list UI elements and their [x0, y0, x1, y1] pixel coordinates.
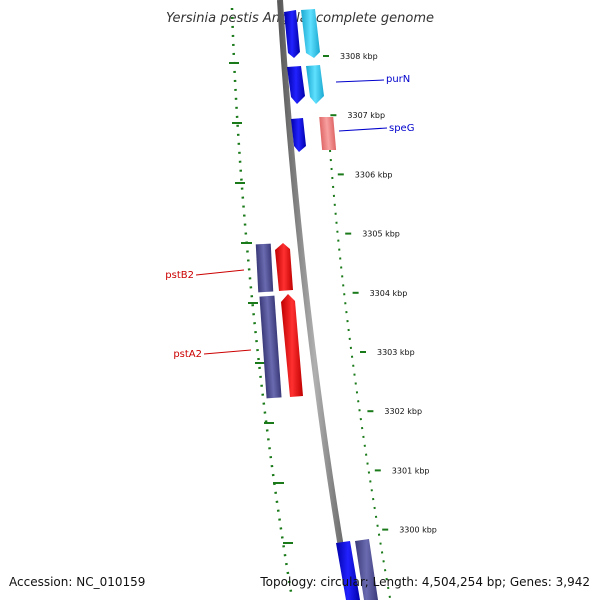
- cds-forward-arrow: [284, 10, 300, 58]
- cds-purN: [306, 65, 324, 104]
- gc-skew-right: [329, 149, 391, 599]
- leader-pstB2: [195, 269, 245, 276]
- map-title: Yersinia pestis Angola, complete genome: [166, 11, 434, 26]
- gene-label-pstB2: pstB2: [165, 270, 194, 281]
- scale-tick-label: 3302 kbp: [384, 407, 422, 416]
- cds-forward-arrow: [301, 9, 320, 58]
- scale-tick-label: 3306 kbp: [355, 170, 393, 179]
- cds-pstB2: [275, 243, 293, 291]
- leader-purN: [335, 79, 385, 83]
- gc-skew-left: [230, 7, 294, 599]
- gc-skew-marks: [229, 62, 293, 544]
- scale-tick-label: 3308 kbp: [340, 52, 378, 61]
- scale-tick-label: 3305 kbp: [362, 230, 400, 239]
- genome-backbone: [277, 0, 353, 600]
- gene-label-speG: speG: [389, 123, 414, 134]
- scale-tick-label: 3307 kbp: [347, 111, 385, 120]
- cds-forward-arrow: [336, 541, 360, 600]
- cds-forward-arrow: [291, 118, 306, 152]
- leader-pstA2: [203, 349, 252, 355]
- gene-label-lines: [195, 79, 388, 355]
- scale-ticks: 3308 kbp 3307 kbp 3306 kbp 3305 kbp 3304 kbp…: [323, 52, 437, 535]
- cds-forward-arrow: [355, 539, 378, 600]
- cds-pstA2-partner: [259, 295, 282, 399]
- gc-skew-track: [229, 7, 391, 599]
- cds-pstA2: [281, 294, 303, 397]
- gene-label-pstA2: pstA2: [173, 349, 202, 360]
- scale-tick-label: 3303 kbp: [377, 348, 415, 357]
- genome-summary-text: Topology: circular; Length: 4,504,254 bp…: [259, 575, 590, 589]
- leader-speG: [338, 127, 388, 132]
- accession-text: Accession: NC_010159: [9, 575, 145, 589]
- cds-features: [255, 9, 378, 600]
- scale-tick-label: 3304 kbp: [370, 289, 408, 298]
- cds-speG: [319, 117, 337, 150]
- cds-forward-arrow: [287, 66, 305, 104]
- scale-tick-label: 3301 kbp: [392, 466, 430, 475]
- scale-tick-label: 3300 kbp: [399, 526, 437, 535]
- gene-label-purN: purN: [386, 74, 410, 85]
- cds-pstB2-partner: [255, 243, 274, 293]
